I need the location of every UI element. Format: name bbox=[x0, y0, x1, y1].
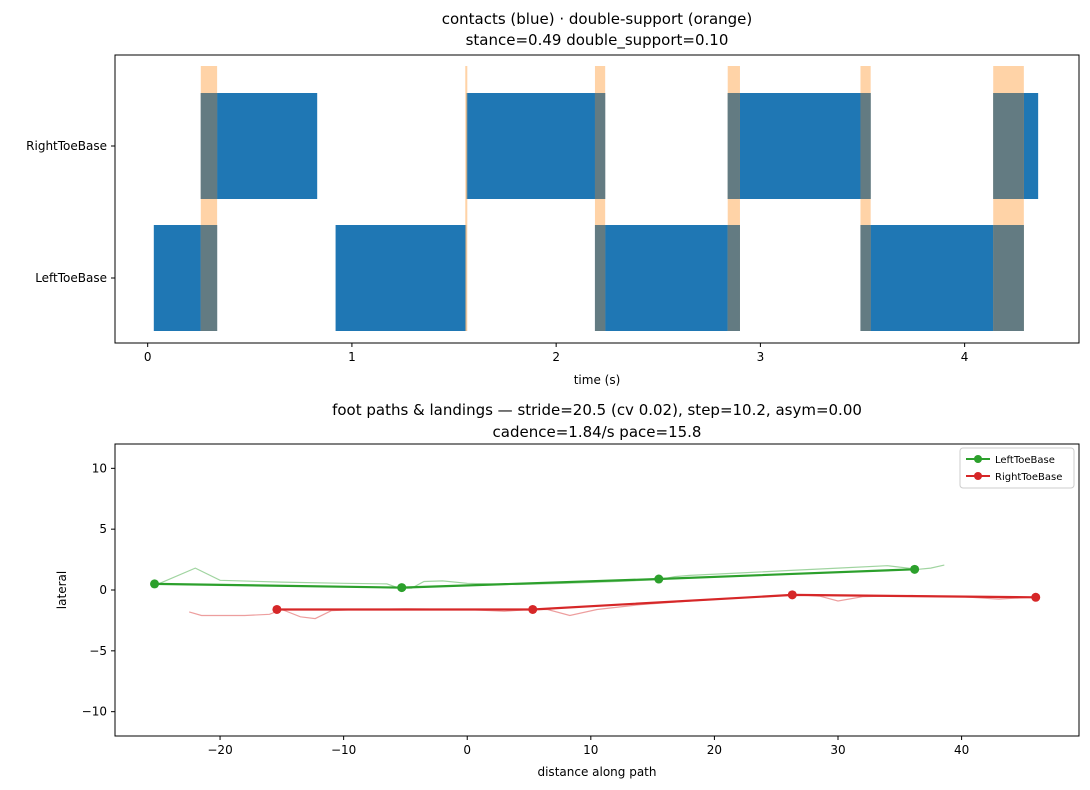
landing-line-RightToeBase bbox=[276, 593, 1036, 611]
top-x-axis-label: time (s) bbox=[574, 373, 621, 387]
landing-line-LeftToeBase bbox=[154, 568, 915, 589]
top-y-tick-label-0: RightToeBase bbox=[26, 139, 107, 153]
contact-bar-LeftToeBase-1 bbox=[335, 225, 467, 331]
landing-point-LeftToeBase-2 bbox=[654, 574, 664, 584]
top-plot-area: 0 1 2 3 4 RightToeBase LeftToeBase bbox=[26, 54, 1080, 364]
bottom-x-tick-label-3: 10 bbox=[583, 743, 598, 757]
landing-point-RightToeBase-0 bbox=[272, 604, 282, 614]
contact-bar-RightToeBase-1 bbox=[466, 93, 606, 199]
landing-point-LeftToeBase-0 bbox=[150, 579, 160, 589]
top-chart-subtitle: stance=0.49 double_support=0.10 bbox=[466, 31, 729, 50]
bottom-x-tick-label-4: 20 bbox=[707, 743, 722, 757]
overlap-RightToeBase-3 bbox=[727, 93, 740, 199]
bottom-y-tick-label-2: 0 bbox=[99, 583, 107, 597]
overlap-LeftToeBase-5 bbox=[993, 225, 1024, 331]
landing-point-RightToeBase-2 bbox=[787, 590, 797, 600]
bottom-x-tick-label-2: 0 bbox=[463, 743, 471, 757]
landing-point-RightToeBase-3 bbox=[1031, 592, 1041, 602]
landing-point-RightToeBase-1 bbox=[528, 604, 538, 614]
contact-bar-RightToeBase-0 bbox=[200, 93, 318, 199]
double-support-span-1 bbox=[465, 66, 468, 331]
bottom-y-tick-label-0: 10 bbox=[92, 461, 107, 475]
top-x-tick-label-1: 1 bbox=[348, 350, 356, 364]
overlap-RightToeBase-4 bbox=[860, 93, 871, 199]
bottom-x-tick-label-0: −20 bbox=[207, 743, 232, 757]
contact-bar-RightToeBase-2 bbox=[727, 93, 871, 199]
bottom-x-tick-label-1: −10 bbox=[331, 743, 356, 757]
bottom-y-tick-label-1: 5 bbox=[99, 522, 107, 536]
bottom-x-axis-label: distance along path bbox=[537, 765, 656, 779]
contact-bar-LeftToeBase-2 bbox=[594, 225, 740, 331]
overlap-LeftToeBase-3 bbox=[727, 225, 740, 331]
bottom-x-tick-label-5: 30 bbox=[830, 743, 845, 757]
overlap-LeftToeBase-4 bbox=[860, 225, 871, 331]
top-x-tick-label-3: 3 bbox=[757, 350, 765, 364]
bottom-y-tick-label-3: −5 bbox=[89, 644, 107, 658]
landing-point-LeftToeBase-3 bbox=[910, 564, 920, 574]
legend-marker-left bbox=[974, 455, 982, 463]
overlap-RightToeBase-2 bbox=[594, 93, 606, 199]
raw-path-RightToeBase bbox=[189, 594, 1030, 620]
bottom-plot-frame bbox=[114, 443, 1080, 737]
bottom-chart-subtitle: cadence=1.84/s pace=15.8 bbox=[493, 423, 702, 441]
overlap-RightToeBase-5 bbox=[993, 93, 1024, 199]
legend: LeftToeBase RightToeBase bbox=[959, 447, 1075, 489]
top-x-tick-label-2: 2 bbox=[552, 350, 560, 364]
top-x-tick-label-0: 0 bbox=[144, 350, 152, 364]
overlap-RightToeBase-0 bbox=[200, 93, 218, 199]
bottom-plot-area: −20 −10 0 10 20 30 40 10 5 0 −5 −10 bbox=[82, 443, 1080, 757]
landing-point-LeftToeBase-1 bbox=[397, 583, 407, 593]
overlap-LeftToeBase-0 bbox=[200, 225, 218, 331]
top-x-tick-label-4: 4 bbox=[961, 350, 969, 364]
bottom-y-axis-label: lateral bbox=[55, 571, 69, 609]
legend-label-left: LeftToeBase bbox=[995, 455, 1055, 466]
top-y-tick-label-1: LeftToeBase bbox=[35, 271, 107, 285]
top-plot-frame bbox=[114, 54, 1080, 344]
legend-marker-right bbox=[974, 472, 982, 480]
bottom-chart-title: foot paths & landings — stride=20.5 (cv … bbox=[332, 401, 862, 419]
bottom-x-tick-label-6: 40 bbox=[954, 743, 969, 757]
overlap-LeftToeBase-2 bbox=[594, 225, 606, 331]
bottom-y-tick-label-4: −10 bbox=[82, 705, 107, 719]
top-chart-title: contacts (blue) · double-support (orange… bbox=[442, 10, 753, 28]
legend-label-right: RightToeBase bbox=[995, 472, 1062, 483]
